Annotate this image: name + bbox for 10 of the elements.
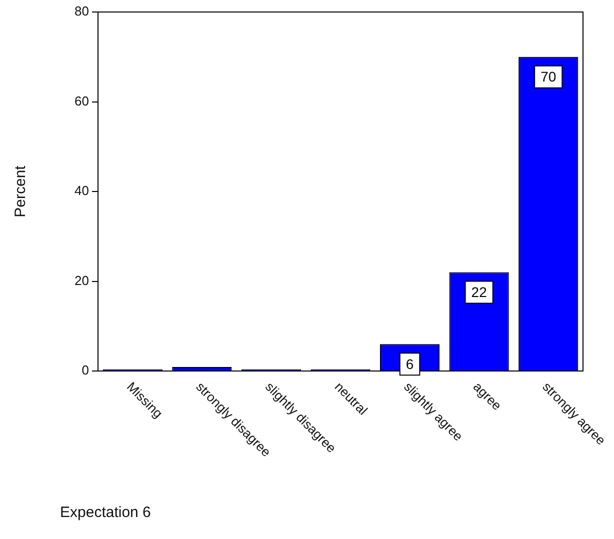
data-label: 6 (406, 356, 414, 372)
y-tick-label: 40 (74, 183, 89, 198)
text: Expectation 6 (60, 504, 151, 521)
data-label: 22 (471, 284, 488, 300)
data-label: 70 (540, 68, 556, 85)
y-tick-label: 0 (82, 362, 89, 378)
y-tick-label: 60 (74, 93, 89, 108)
y-axis-title: Percent (12, 164, 30, 218)
y-tick-label: 20 (74, 272, 89, 288)
y-tick-label: 80 (74, 4, 89, 19)
